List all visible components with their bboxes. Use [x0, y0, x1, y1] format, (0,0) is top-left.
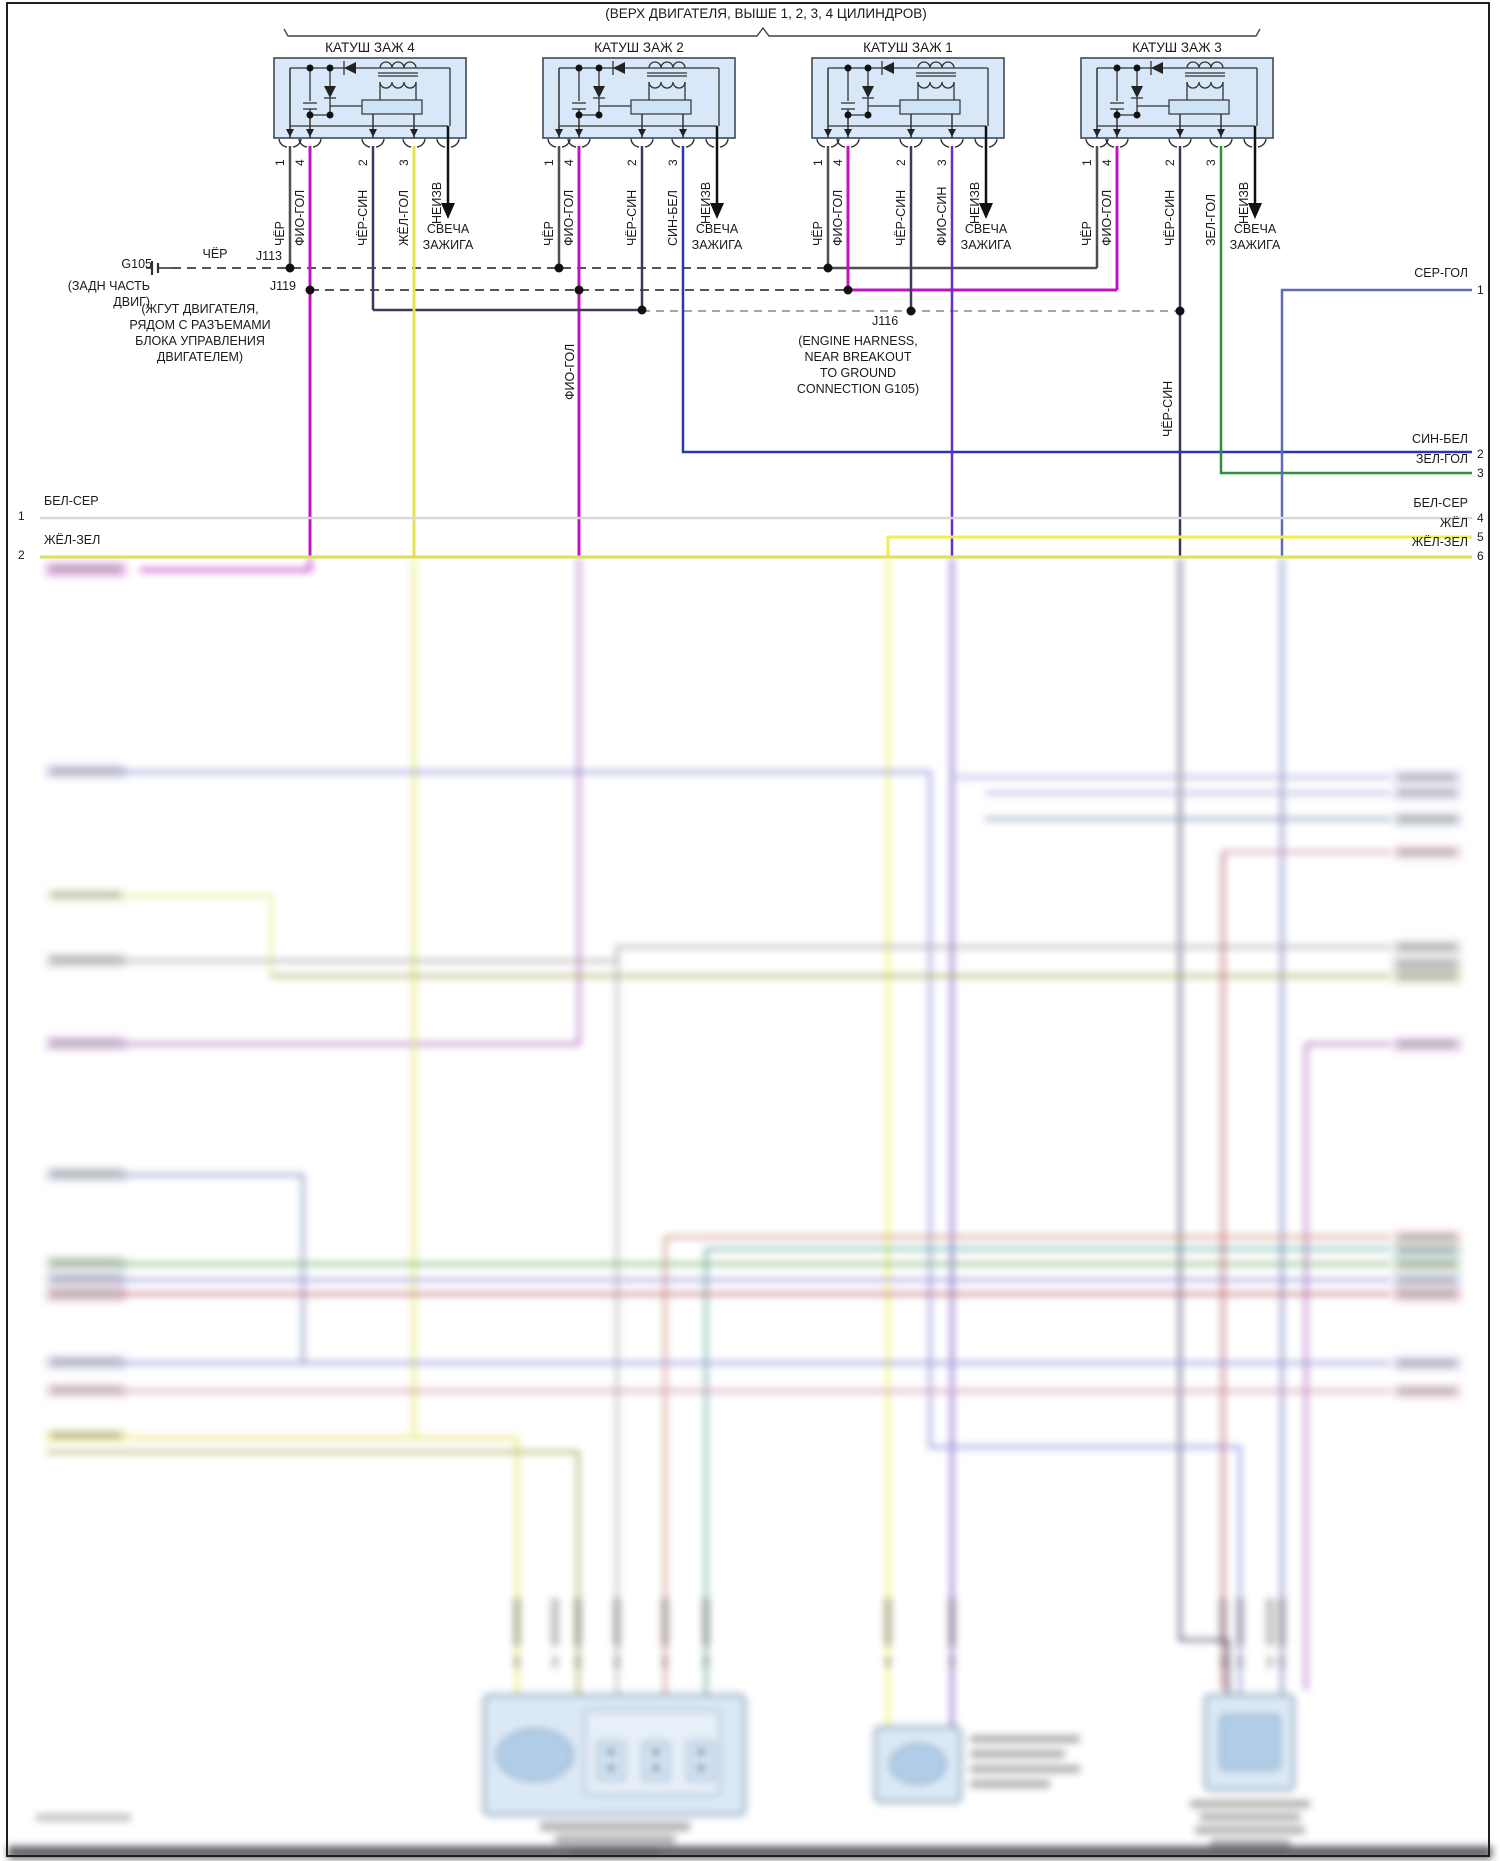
coil-4-unknown-wire-label: НЕИЗВ [1237, 181, 1251, 224]
coil-1-unknown-wire-label: НЕИЗВ [430, 181, 444, 224]
wire-tag-fio-gol: ФИО-ГОЛ [563, 343, 577, 400]
coil-3-pin-wire-label: ЧЁР-СИН [894, 189, 908, 246]
coil-3-spark-plug-line1: СВЕЧА [964, 222, 1008, 236]
coil-3-pin-wire-label: ЧЁР [811, 220, 825, 246]
coil-2-unknown-wire-label: НЕИЗВ [699, 181, 713, 224]
right-row-5-pin: 5 [1477, 530, 1484, 544]
right-row-3-pin: 3 [1477, 466, 1484, 480]
junction-j119-label: J119 [269, 279, 296, 293]
right-row-5-label: ЖЁЛ [1439, 516, 1468, 530]
junction-j116-label: J116 [872, 314, 899, 328]
right-row-6-pin: 6 [1477, 549, 1484, 563]
coil-2-spark-plug-line2: ЗАЖИГА [691, 238, 743, 252]
coil-4-spark-plug-line1: СВЕЧА [1233, 222, 1277, 236]
coil-4-title: КАТУШ ЗАЖ 3 [1132, 40, 1222, 55]
j119-note-line4: ДВИГАТЕЛЕМ) [156, 350, 244, 364]
j116-note-line3: TO GROUND [819, 366, 897, 380]
coil-1-pin-wire-label: ЧЁР-СИН [356, 189, 370, 246]
ground-note-line2: ДВИГ) [113, 295, 150, 309]
left-row-2-label: ЖЁЛ-ЗЕЛ [44, 533, 101, 547]
coil-4-pin-number: 4 [1100, 159, 1114, 166]
ground-wire-label: ЧЁР [202, 247, 228, 261]
coil-2-pin-number: 1 [542, 159, 556, 166]
left-row-1-label: БЕЛ-СЕР [44, 494, 99, 508]
wire-tag-chyor-sin: ЧЁР-СИН [1161, 380, 1175, 437]
coil-2-pin-number: 4 [562, 159, 576, 166]
coil-1-spark-plug-line1: СВЕЧА [426, 222, 470, 236]
j119-note-line3: БЛОКА УПРАВЛЕНИЯ [135, 334, 265, 348]
coil-1-pin-wire-label: ФИО-ГОЛ [293, 189, 307, 246]
coil-4-pin-wire-label: ФИО-ГОЛ [1100, 189, 1114, 246]
coil-3-pin-number: 2 [894, 159, 908, 166]
right-row-6-label: ЖЁЛ-ЗЕЛ [1411, 535, 1468, 549]
coil-3-pin-number: 3 [935, 159, 949, 166]
coil-1-pin-number: 1 [273, 159, 287, 166]
right-row-1-label: СЕР-ГОЛ [1414, 266, 1468, 280]
coil-4-pin-wire-label: ЧЁР [1080, 220, 1094, 246]
right-row-1-pin: 1 [1477, 283, 1484, 297]
coil-1-title: КАТУШ ЗАЖ 4 [325, 40, 415, 55]
right-row-2-label: СИН-БЕЛ [1412, 432, 1468, 446]
coil-2-pin-wire-label: ФИО-ГОЛ [562, 189, 576, 246]
j119-note-line2: РЯДОМ С РАЗЪЕМАМИ [129, 318, 271, 332]
coil-3-spark-plug-line2: ЗАЖИГА [960, 238, 1012, 252]
coil-1-pin-number: 3 [397, 159, 411, 166]
coil-1-pin-wire-label: ЧЁР [273, 220, 287, 246]
right-row-4-label: БЕЛ-СЕР [1413, 496, 1468, 510]
coil-1-pin-number: 2 [356, 159, 370, 166]
coil-3-pin-number: 4 [831, 159, 845, 166]
j116-note-line4: CONNECTION G105) [796, 382, 920, 396]
coil-4-pin-wire-label: ЧЁР-СИН [1163, 189, 1177, 246]
ground-note-line1: (ЗАДН ЧАСТЬ [67, 279, 150, 293]
coil-2-pin-wire-label: ЧЁР-СИН [625, 189, 639, 246]
ground-id: G105 [121, 257, 152, 271]
coil-3-pin-number: 1 [811, 159, 825, 166]
left-row-1-pin: 1 [18, 509, 25, 523]
coil-4-pin-number: 1 [1080, 159, 1094, 166]
coil-4-spark-plug-line2: ЗАЖИГА [1229, 238, 1281, 252]
coil-3-unknown-wire-label: НЕИЗВ [968, 181, 982, 224]
coil-4-pin-number: 3 [1204, 159, 1218, 166]
coil-3-title: КАТУШ ЗАЖ 1 [863, 40, 953, 55]
coil-1-spark-plug-line2: ЗАЖИГА [422, 238, 474, 252]
junction-j113-label: J113 [255, 249, 282, 263]
coil-3-pin-wire-label: ФИО-ГОЛ [831, 189, 845, 246]
coil-2-spark-plug-line1: СВЕЧА [695, 222, 739, 236]
right-row-2-pin: 2 [1477, 447, 1484, 461]
right-row-3-label: ЗЕЛ-ГОЛ [1415, 452, 1468, 466]
j119-note-line1: (ЖГУТ ДВИГАТЕЛЯ, [141, 302, 259, 316]
coil-2-pin-number: 2 [625, 159, 639, 166]
coil-4-pin-number: 2 [1163, 159, 1177, 166]
j116-note-line2: NEAR BREAKOUT [804, 350, 912, 364]
coil-2-pin-number: 3 [666, 159, 680, 166]
j116-note-line1: (ENGINE HARNESS, [798, 334, 918, 348]
diagram-header-note: (ВЕРХ ДВИГАТЕЛЯ, ВЫШЕ 1, 2, 3, 4 ЦИЛИНДР… [605, 6, 927, 21]
coil-2-pin-wire-label: ЧЁР [542, 220, 556, 246]
blurred-lower-diagram [0, 558, 1500, 1861]
right-row-4-pin: 4 [1477, 511, 1484, 525]
coil-1-pin-number: 4 [293, 159, 307, 166]
coil-2-title: КАТУШ ЗАЖ 2 [594, 40, 684, 55]
left-row-2-pin: 2 [18, 548, 25, 562]
